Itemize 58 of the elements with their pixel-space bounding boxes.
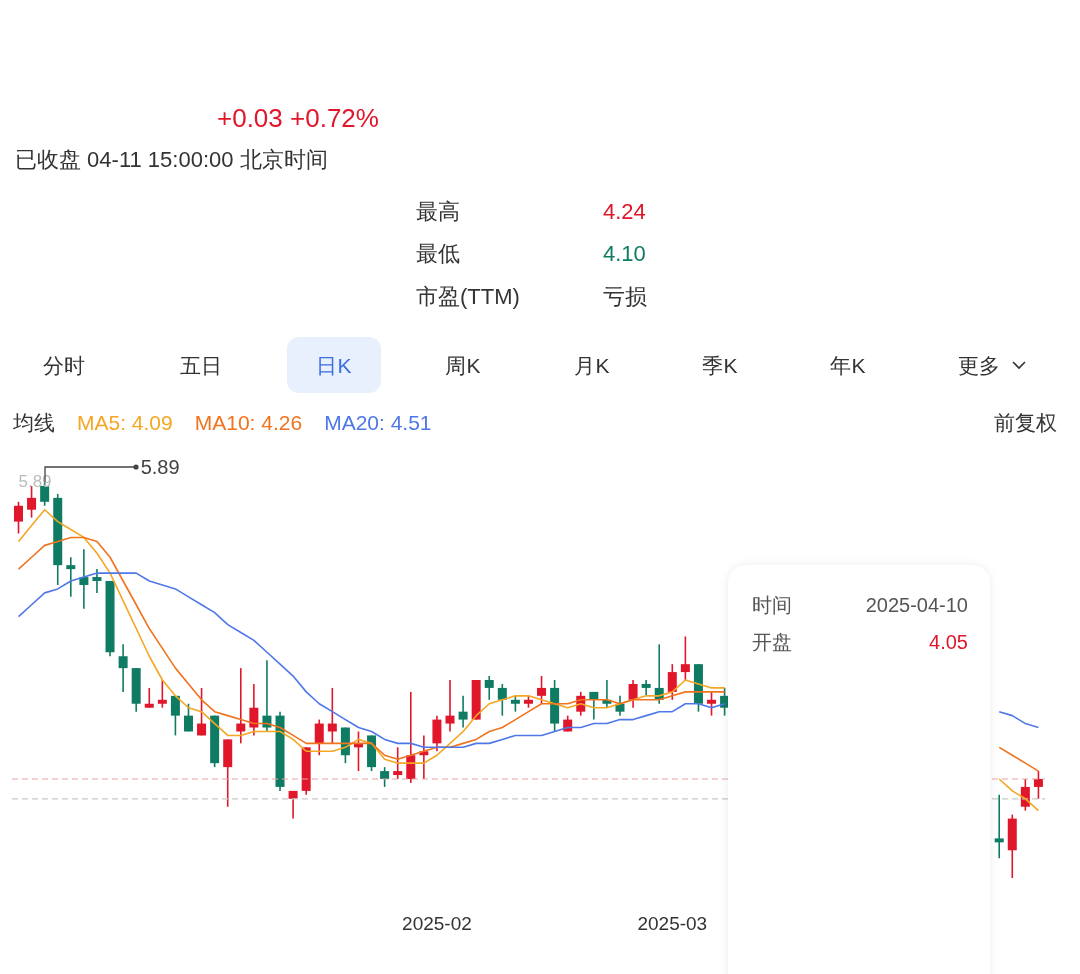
annotation: 4.05 <box>929 631 968 653</box>
candlestick <box>1033 770 1043 800</box>
chart-title: +0.03 +0.72% <box>217 103 379 133</box>
candlestick <box>144 687 154 709</box>
text: 市盈(TTM) <box>416 284 520 309</box>
candlestick <box>667 663 677 701</box>
text: 4.10 <box>603 241 646 266</box>
candlestick <box>497 683 507 717</box>
candlestick <box>170 695 180 737</box>
candlestick <box>27 485 37 519</box>
candlestick <box>484 675 494 701</box>
annotation: 开盘 <box>752 631 792 653</box>
text: MA20: 4.51 <box>324 410 432 434</box>
text: 更多 <box>958 353 1000 377</box>
text: 前复权 <box>994 410 1057 434</box>
candlestick <box>458 695 468 729</box>
candlestick <box>615 695 625 717</box>
candlestick <box>262 659 272 733</box>
candlestick <box>157 679 167 709</box>
candlestick <box>14 501 23 535</box>
annotation: 时间 <box>752 594 792 616</box>
text: MA10: 4.26 <box>194 410 303 434</box>
annotation: 2025-04-10 <box>865 594 968 616</box>
candlestick <box>118 643 128 693</box>
candlestick <box>707 691 717 717</box>
candlestick <box>680 635 690 681</box>
candlestick <box>628 679 638 709</box>
x-tick-label: 2025-03 <box>637 913 708 934</box>
candlestick <box>380 766 390 788</box>
text: 周K <box>445 353 481 377</box>
x-tick-label: 2025-02 <box>402 913 472 934</box>
text: 年K <box>830 353 866 377</box>
candlestick <box>314 718 324 757</box>
candlestick <box>183 702 193 733</box>
candlestick <box>393 746 403 780</box>
text: 最高 <box>416 199 460 224</box>
candlestick <box>288 790 298 820</box>
text: 4.24 <box>603 199 646 224</box>
text: 5.89 <box>140 456 180 478</box>
candlestick <box>249 683 259 737</box>
legend-title: 均线 <box>13 410 55 434</box>
candlestick <box>66 556 76 598</box>
text: 季K <box>702 353 738 377</box>
candlestick <box>197 687 207 737</box>
chart-subtitle: 已收盘 04-11 15:00:00 北京时间 <box>15 147 328 172</box>
candlestick <box>432 714 442 753</box>
candlestick <box>537 675 547 705</box>
text: 亏损 <box>603 284 647 309</box>
candlestick <box>445 679 455 733</box>
text: 分时 <box>43 353 85 377</box>
candlestick <box>79 548 89 610</box>
text: 日K <box>316 353 352 377</box>
text: 月K <box>574 353 610 377</box>
text: 最低 <box>416 241 460 266</box>
candlestick <box>92 568 102 594</box>
text: MA5: 4.09 <box>77 410 173 434</box>
text: 五日 <box>180 353 222 377</box>
candlestick <box>994 794 1004 859</box>
